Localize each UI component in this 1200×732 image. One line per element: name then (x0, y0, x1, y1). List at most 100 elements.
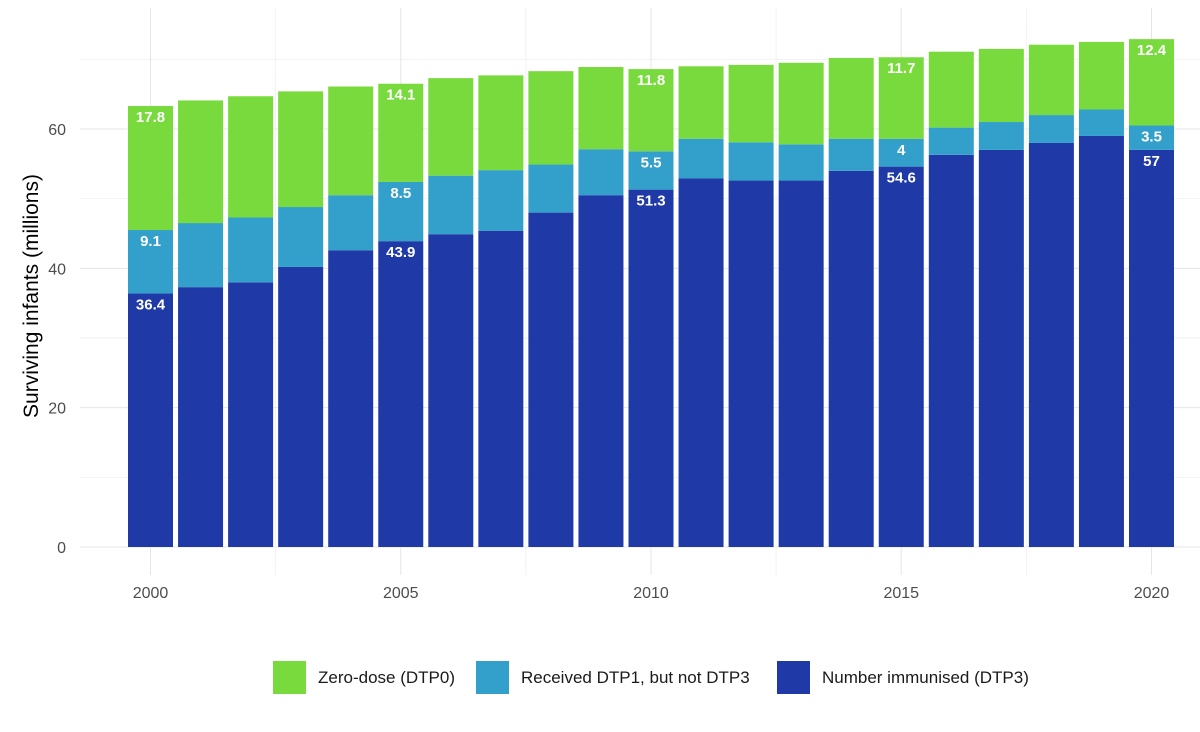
data-label: 11.7 (887, 60, 915, 77)
bar-segment-2013-s0 (778, 180, 824, 547)
x-axis: 2000 2005 2010 2015 2020 (133, 585, 1170, 602)
legend-swatch (273, 661, 306, 694)
bar-segment-2002-s1 (228, 217, 274, 283)
bar-segment-2010-s0 (628, 189, 674, 548)
bar-segment-2008-s1 (528, 164, 574, 213)
bar-segment-2016-s1 (928, 127, 974, 155)
y-tick-label: 60 (48, 122, 66, 139)
bar-segment-2019-s2 (1078, 41, 1124, 110)
legend-label: Number immunised (DTP3) (822, 668, 1029, 687)
bar-segment-2013-s2 (778, 62, 824, 145)
data-label: 11.8 (637, 72, 665, 89)
data-label: 12.4 (1137, 42, 1167, 59)
bar-segment-2000-s2 (128, 106, 173, 231)
bar-segment-2006-s0 (428, 234, 474, 548)
bar-segment-2002-s0 (228, 282, 274, 547)
bar-segment-2018-s0 (1028, 142, 1074, 547)
bar-segment-2016-s2 (928, 51, 974, 128)
bar-segment-2009-s0 (578, 195, 624, 547)
bar-segment-2004-s0 (328, 250, 374, 547)
bar-segment-2010-s1 (628, 151, 674, 190)
bar-segment-2002-s2 (228, 96, 274, 218)
x-tick-label: 2010 (633, 585, 669, 602)
bar-segment-2015-s0 (878, 166, 924, 547)
bar-segment-2020-s2 (1129, 39, 1174, 126)
bar-segment-2011-s1 (678, 138, 724, 179)
bar-segment-2001-s1 (178, 223, 224, 288)
bar-segment-2001-s2 (178, 100, 224, 224)
x-tick-label: 2005 (383, 585, 419, 602)
bar-segment-2012-s1 (728, 142, 774, 181)
bar-segment-2012-s2 (728, 64, 774, 143)
legend-swatch (777, 661, 810, 694)
bar-segment-2001-s0 (178, 287, 224, 547)
bar-segment-2009-s1 (578, 149, 624, 196)
data-labels: 36.4 9.1 17.8 43.9 8.5 14.1 51.3 5.5 11.8 54.6 4 11… (136, 42, 1167, 313)
bar-segment-2011-s2 (678, 66, 724, 139)
bar-segment-2000-s0 (128, 293, 173, 547)
bar-segment-2003-s0 (278, 266, 324, 547)
bar-segment-2018-s2 (1028, 44, 1074, 116)
x-tick-label: 2020 (1134, 585, 1170, 602)
y-tick-label: 20 (48, 401, 66, 418)
data-label: 3.5 (1141, 129, 1162, 146)
bar-segment-2014-s2 (828, 57, 874, 139)
bar-segment-2003-s2 (278, 91, 324, 208)
data-label: 5.5 (641, 154, 662, 171)
x-tick-label: 2015 (883, 585, 919, 602)
bar-segment-2020-s0 (1129, 149, 1174, 547)
bar-segment-2019-s1 (1078, 109, 1124, 136)
legend-swatch (476, 661, 509, 694)
bar-segment-2017-s1 (978, 122, 1024, 150)
bar-segment-2004-s2 (328, 86, 374, 196)
bar-segment-2017-s2 (978, 48, 1024, 123)
bar-segment-2012-s0 (728, 180, 774, 547)
bar-segment-2017-s0 (978, 149, 1024, 547)
bar-segment-2006-s2 (428, 78, 474, 176)
bar-segment-2009-s2 (578, 66, 624, 150)
data-label: 8.5 (390, 185, 411, 202)
bars (128, 39, 1174, 548)
bar-segment-2015-s2 (878, 57, 924, 139)
bar-segment-2015-s1 (878, 138, 924, 167)
data-label: 51.3 (636, 193, 665, 210)
bar-segment-2007-s1 (478, 170, 524, 231)
bar-segment-2014-s1 (828, 138, 874, 171)
bar-segment-2008-s2 (528, 71, 574, 165)
bar-segment-2007-s0 (478, 230, 524, 548)
data-label: 43.9 (386, 244, 415, 261)
data-label: 57 (1143, 153, 1160, 170)
y-axis-title: Surviving infants (millions) (20, 174, 43, 418)
bar-segment-2016-s0 (928, 154, 974, 547)
bar-segment-2000-s1 (128, 230, 173, 294)
bar-segment-2013-s1 (778, 144, 824, 181)
bar-segment-2007-s2 (478, 75, 524, 171)
legend: Zero-dose (DTP0) Received DTP1, but not D… (273, 661, 1029, 694)
legend-label: Zero-dose (DTP0) (318, 668, 455, 687)
bar-segment-2008-s0 (528, 212, 574, 547)
y-axis: 0 20 40 60 (48, 122, 66, 557)
bar-segment-2011-s0 (678, 178, 724, 548)
x-tick-label: 2000 (133, 585, 169, 602)
data-label: 17.8 (136, 109, 165, 126)
data-label: 36.4 (136, 296, 166, 313)
bar-segment-2006-s1 (428, 175, 474, 235)
data-label: 14.1 (386, 87, 415, 104)
bar-segment-2018-s1 (1028, 115, 1074, 143)
bar-segment-2005-s2 (378, 83, 424, 182)
legend-label: Received DTP1, but not DTP3 (521, 668, 750, 687)
y-tick-label: 40 (48, 261, 66, 278)
y-tick-label: 0 (57, 540, 66, 557)
data-label: 4 (897, 142, 906, 159)
data-label: 9.1 (140, 233, 161, 250)
bar-segment-2010-s2 (628, 69, 674, 152)
bar-segment-2005-s1 (378, 181, 424, 242)
data-label: 54.6 (887, 170, 916, 187)
bar-segment-2005-s0 (378, 241, 424, 547)
bar-segment-2003-s1 (278, 207, 324, 267)
bar-segment-2004-s1 (328, 195, 374, 251)
bar-segment-2019-s0 (1078, 135, 1124, 547)
bar-segment-2014-s0 (828, 170, 874, 548)
